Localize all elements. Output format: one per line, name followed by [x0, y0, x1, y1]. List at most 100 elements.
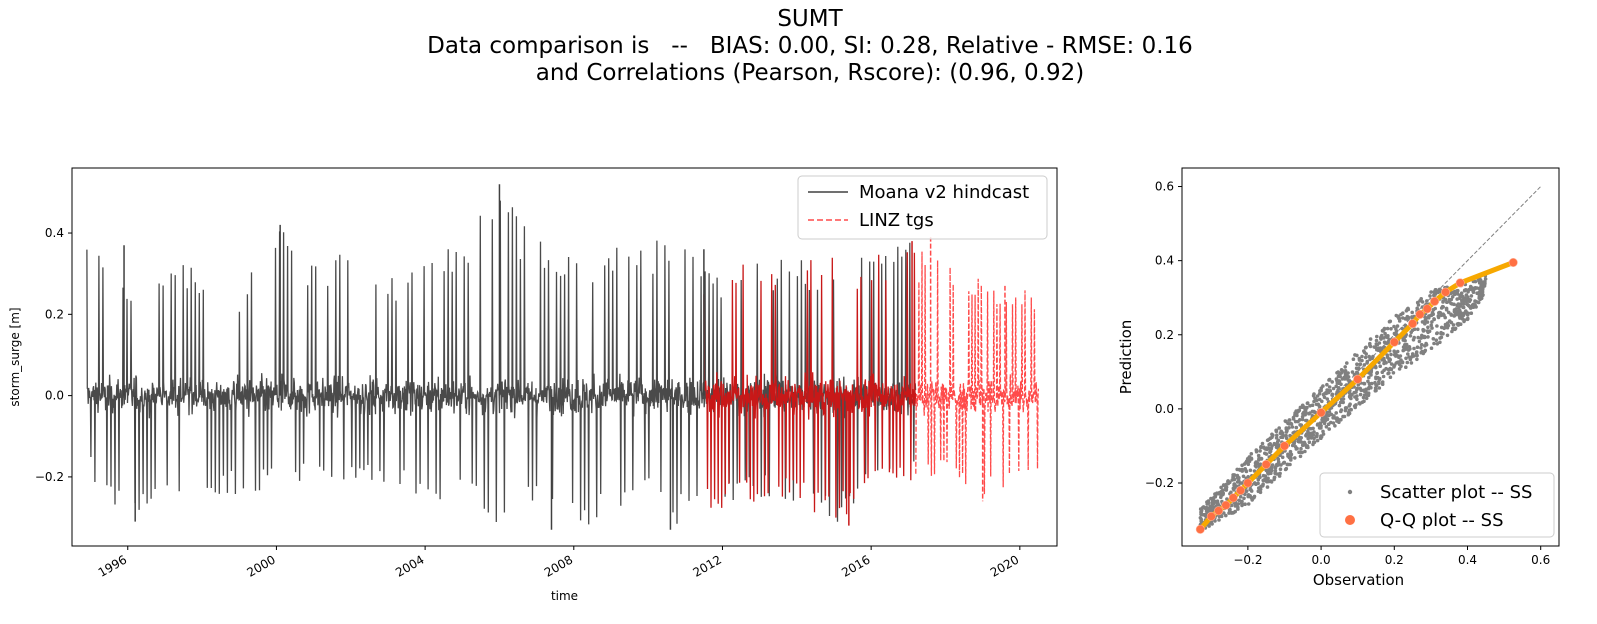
scatter-point [1352, 404, 1357, 408]
scatter-point [1408, 334, 1413, 338]
qq-point [1415, 309, 1425, 319]
x-tick-label: −0.2 [1233, 553, 1262, 567]
scatter-point [1284, 430, 1289, 434]
y-tick-label: 0.0 [45, 389, 64, 403]
scatter-point [1380, 370, 1385, 375]
scatter-point [1303, 449, 1307, 454]
scatter-point [1358, 362, 1362, 367]
scatter-point [1238, 481, 1243, 485]
scatter-point [1444, 306, 1449, 311]
scatter-point [1453, 292, 1457, 297]
scatter-point [1312, 392, 1316, 396]
scatter-point [1422, 328, 1426, 333]
scatter-point [1255, 461, 1260, 466]
scatter-point [1464, 299, 1469, 304]
scatter-point [1324, 425, 1329, 429]
scatter-point [1460, 294, 1465, 299]
scatter-point [1375, 371, 1379, 376]
scatter-point [1242, 462, 1247, 466]
scatter-point [1274, 445, 1279, 450]
scatter-point [1284, 433, 1288, 438]
scatter-point [1249, 452, 1254, 456]
legend-box [1319, 472, 1555, 538]
scatter-point [1468, 298, 1473, 302]
scatter-point [1459, 304, 1463, 308]
scatter-point [1312, 399, 1316, 404]
scatter-point [1464, 310, 1469, 315]
scatter-point [1364, 345, 1368, 350]
qq-point [1455, 278, 1465, 288]
scatter-point [1364, 396, 1369, 401]
scatter-point [1435, 324, 1439, 328]
scatter-point [1312, 409, 1316, 414]
scatter-point [1305, 432, 1309, 436]
scatter-point [1334, 377, 1339, 381]
scatter-point [1450, 329, 1454, 334]
x-tick-label: 0.0 [1312, 553, 1331, 567]
scatter-point [1360, 354, 1364, 359]
scatter-point [1238, 468, 1242, 472]
scatter-point [1404, 365, 1408, 370]
scatter-point [1306, 436, 1310, 441]
scatter-point [1392, 352, 1397, 357]
scatter-point [1469, 311, 1474, 316]
scatter-point [1436, 314, 1441, 318]
scatter-point [1455, 289, 1459, 293]
scatter-point [1339, 397, 1344, 402]
scatter-point [1477, 293, 1482, 298]
scatter-point [1300, 414, 1305, 419]
scatter-point [1318, 436, 1323, 440]
scatter-point [1287, 426, 1291, 430]
scatter-point [1224, 488, 1229, 492]
scatter-point [1276, 457, 1281, 462]
scatter-point [1327, 378, 1331, 382]
scatter-point [1464, 288, 1468, 292]
scatter-point [1303, 412, 1307, 417]
scatter-point [1401, 316, 1405, 320]
scatter-point [1289, 458, 1293, 462]
scatter-point [1377, 386, 1382, 390]
scatter-point [1449, 313, 1454, 317]
scatter-point [1289, 422, 1294, 426]
scatter-point [1367, 375, 1371, 380]
scatter-point [1433, 306, 1437, 311]
scatter-point [1425, 299, 1429, 303]
scatter-point [1349, 407, 1353, 412]
scatter-point [1483, 277, 1488, 281]
scatter-point [1338, 400, 1343, 405]
scatter-point [1250, 498, 1254, 502]
scatter-point [1232, 477, 1237, 482]
scatter-point [1258, 462, 1263, 467]
timeseries-plot: −0.2 0.0 0.2 0.4 1996 2000 2004 2008 2012 2016 202… [8, 167, 1058, 603]
scatter-point [1381, 328, 1386, 332]
scatter-point [1269, 480, 1274, 484]
scatter-point [1244, 459, 1249, 464]
scatter-point [1385, 353, 1389, 357]
y-tick-label: 0.4 [45, 226, 64, 240]
tgs-line [915, 251, 1040, 495]
x-tick-label: 0.4 [1458, 553, 1477, 567]
scatter-point [1334, 411, 1338, 415]
scatter-point [1290, 443, 1295, 448]
scatter-point [1266, 479, 1271, 484]
scatter-point [1431, 337, 1436, 341]
scatter-point [1364, 352, 1368, 356]
scatter-point [1453, 327, 1457, 332]
scatter-point [1420, 333, 1424, 338]
scatter-point [1462, 302, 1466, 306]
scatter-point [1426, 325, 1430, 330]
scatter-point [1430, 310, 1435, 315]
scatter-point [1381, 374, 1386, 379]
scatter-point [1392, 349, 1396, 354]
x-tick-label: 2012 [691, 552, 724, 579]
scatter-point [1377, 377, 1382, 382]
scatter-point [1480, 293, 1485, 298]
scatter-point [1468, 304, 1472, 309]
scatter-point [1481, 283, 1486, 288]
scatter-point [1452, 309, 1457, 314]
scatter-point [1477, 281, 1482, 285]
title-line-2: Data comparison is -- BIAS: 0.00, SI: 0.… [427, 33, 1193, 59]
scatter-point [1469, 294, 1474, 298]
scatter-point [1299, 423, 1304, 427]
legend-qq-label: Q-Q plot -- SS [1380, 510, 1504, 531]
